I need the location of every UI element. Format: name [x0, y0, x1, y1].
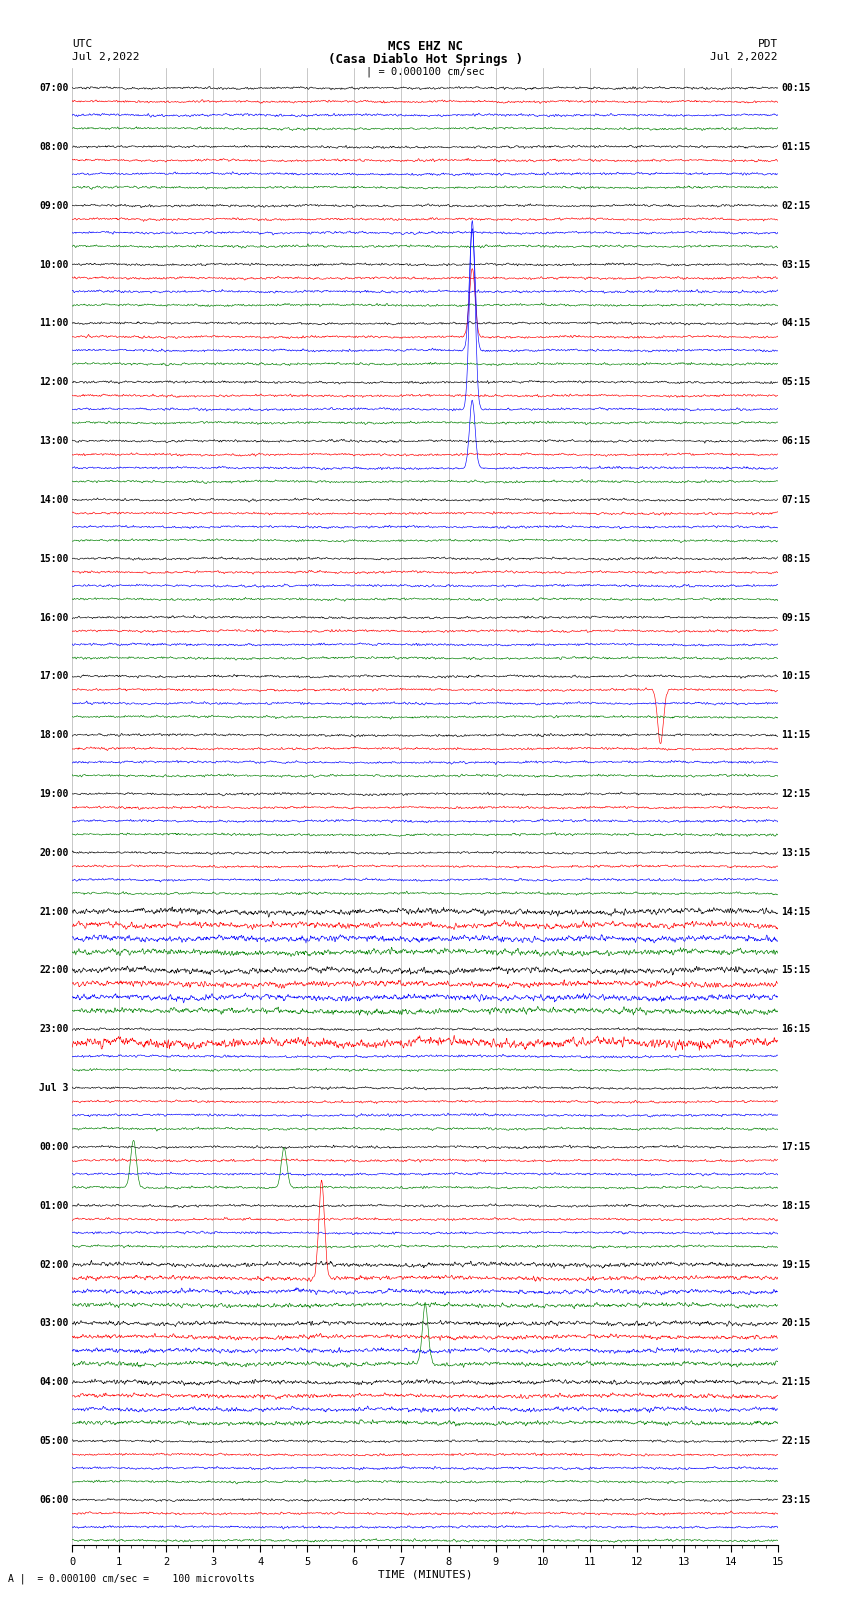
- Text: 22:15: 22:15: [781, 1436, 811, 1447]
- Text: 08:15: 08:15: [781, 553, 811, 563]
- Text: A |  = 0.000100 cm/sec =    100 microvolts: A | = 0.000100 cm/sec = 100 microvolts: [8, 1573, 255, 1584]
- Text: 05:00: 05:00: [39, 1436, 69, 1447]
- Text: 00:15: 00:15: [781, 82, 811, 94]
- Text: 16:00: 16:00: [39, 613, 69, 623]
- Text: 07:00: 07:00: [39, 82, 69, 94]
- Text: 20:15: 20:15: [781, 1318, 811, 1329]
- Text: 23:15: 23:15: [781, 1495, 811, 1505]
- Text: 16:15: 16:15: [781, 1024, 811, 1034]
- Text: 13:00: 13:00: [39, 436, 69, 447]
- Text: 08:00: 08:00: [39, 142, 69, 152]
- Text: | = 0.000100 cm/sec: | = 0.000100 cm/sec: [366, 66, 484, 77]
- Text: 10:15: 10:15: [781, 671, 811, 681]
- Text: 17:00: 17:00: [39, 671, 69, 681]
- Text: 11:15: 11:15: [781, 731, 811, 740]
- Text: 12:00: 12:00: [39, 377, 69, 387]
- Text: 06:00: 06:00: [39, 1495, 69, 1505]
- Text: 21:00: 21:00: [39, 907, 69, 916]
- Text: 15:00: 15:00: [39, 553, 69, 563]
- Text: 02:15: 02:15: [781, 200, 811, 211]
- Text: 23:00: 23:00: [39, 1024, 69, 1034]
- Text: 21:15: 21:15: [781, 1378, 811, 1387]
- Text: 19:00: 19:00: [39, 789, 69, 798]
- Text: 20:00: 20:00: [39, 848, 69, 858]
- Text: Jul 3: Jul 3: [39, 1084, 69, 1094]
- Text: 03:00: 03:00: [39, 1318, 69, 1329]
- Text: 10:00: 10:00: [39, 260, 69, 269]
- Text: 18:15: 18:15: [781, 1200, 811, 1211]
- Text: 00:00: 00:00: [39, 1142, 69, 1152]
- Text: Jul 2,2022: Jul 2,2022: [711, 52, 778, 61]
- Text: 18:00: 18:00: [39, 731, 69, 740]
- X-axis label: TIME (MINUTES): TIME (MINUTES): [377, 1569, 473, 1579]
- Text: 04:15: 04:15: [781, 318, 811, 329]
- Text: 07:15: 07:15: [781, 495, 811, 505]
- Text: MCS EHZ NC: MCS EHZ NC: [388, 40, 462, 53]
- Text: 22:00: 22:00: [39, 966, 69, 976]
- Text: 02:00: 02:00: [39, 1260, 69, 1269]
- Text: 14:15: 14:15: [781, 907, 811, 916]
- Text: Jul 2,2022: Jul 2,2022: [72, 52, 139, 61]
- Text: (Casa Diablo Hot Springs ): (Casa Diablo Hot Springs ): [327, 53, 523, 66]
- Text: 19:15: 19:15: [781, 1260, 811, 1269]
- Text: 09:00: 09:00: [39, 200, 69, 211]
- Text: 15:15: 15:15: [781, 966, 811, 976]
- Text: 12:15: 12:15: [781, 789, 811, 798]
- Text: 14:00: 14:00: [39, 495, 69, 505]
- Text: UTC: UTC: [72, 39, 93, 48]
- Text: 06:15: 06:15: [781, 436, 811, 447]
- Text: 13:15: 13:15: [781, 848, 811, 858]
- Text: 01:15: 01:15: [781, 142, 811, 152]
- Text: 09:15: 09:15: [781, 613, 811, 623]
- Text: 03:15: 03:15: [781, 260, 811, 269]
- Text: 05:15: 05:15: [781, 377, 811, 387]
- Text: 11:00: 11:00: [39, 318, 69, 329]
- Text: 17:15: 17:15: [781, 1142, 811, 1152]
- Text: 04:00: 04:00: [39, 1378, 69, 1387]
- Text: PDT: PDT: [757, 39, 778, 48]
- Text: 01:00: 01:00: [39, 1200, 69, 1211]
